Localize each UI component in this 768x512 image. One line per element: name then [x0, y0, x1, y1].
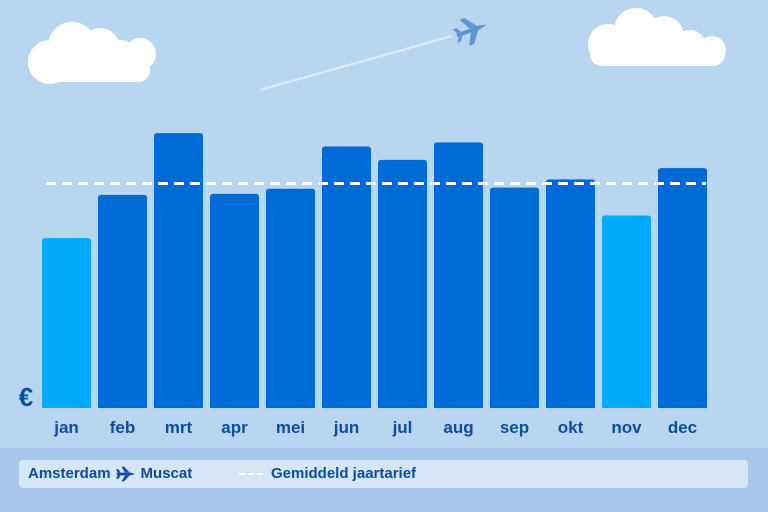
x-tick-labels: jan feb mrt apr mei jun jul aug sep okt nov dec [53, 418, 697, 437]
average-legend: Gemiddeld jaartarief [239, 465, 416, 482]
origin-label: Amsterdam [28, 465, 111, 482]
tick-label-sep: sep [500, 418, 529, 437]
bar-nov [602, 215, 651, 408]
y-axis-unit-label: € [19, 382, 33, 412]
bar-mrt [154, 133, 203, 409]
contrail-decoration [259, 35, 453, 91]
bar-okt [546, 179, 595, 408]
bar-jul [378, 159, 427, 408]
cloud-right-decoration [588, 8, 726, 66]
destination-label: Muscat [140, 465, 193, 482]
plane-icon [115, 466, 135, 481]
tick-label-mrt: mrt [165, 418, 193, 437]
tick-label-jun: jun [333, 418, 360, 437]
legend-bar: Amsterdam Muscat Gemiddeld jaartarief [19, 460, 748, 488]
bar-mei [266, 188, 315, 408]
bar-apr [210, 193, 259, 408]
cloud-left-decoration [28, 22, 156, 84]
tick-label-dec: dec [668, 418, 697, 437]
tick-label-jan: jan [53, 418, 79, 437]
bar-feb [98, 194, 147, 408]
bar-jan [42, 238, 91, 408]
bar-sep [490, 187, 539, 408]
bar-aug [434, 142, 483, 408]
tick-label-nov: nov [611, 418, 642, 437]
average-legend-label: Gemiddeld jaartarief [271, 465, 417, 482]
tick-label-jul: jul [392, 418, 413, 437]
route-legend: Amsterdam Muscat [28, 465, 192, 482]
bars-group [42, 133, 707, 409]
tick-label-aug: aug [443, 418, 473, 437]
tick-label-mei: mei [276, 418, 305, 437]
tick-label-okt: okt [558, 418, 584, 437]
average-legend-swatch [239, 472, 263, 475]
bar-dec [658, 168, 707, 408]
tick-label-apr: apr [221, 418, 248, 437]
bar-jun [322, 146, 371, 409]
tick-label-feb: feb [110, 418, 136, 437]
airplane-icon [452, 17, 488, 46]
